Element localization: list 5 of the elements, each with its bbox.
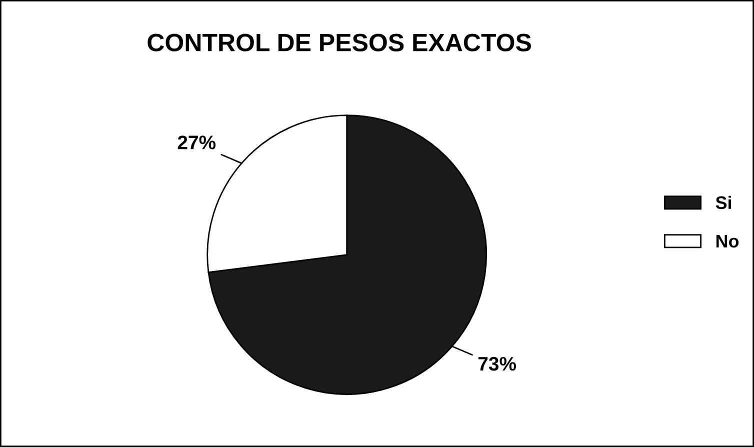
legend-label: No xyxy=(716,234,739,248)
data-label: 27% xyxy=(178,136,216,150)
legend-label: Si xyxy=(716,196,732,210)
data-label: 73% xyxy=(478,356,516,371)
chart-title: CONTROL DE PESOS EXACTOS xyxy=(148,34,531,52)
